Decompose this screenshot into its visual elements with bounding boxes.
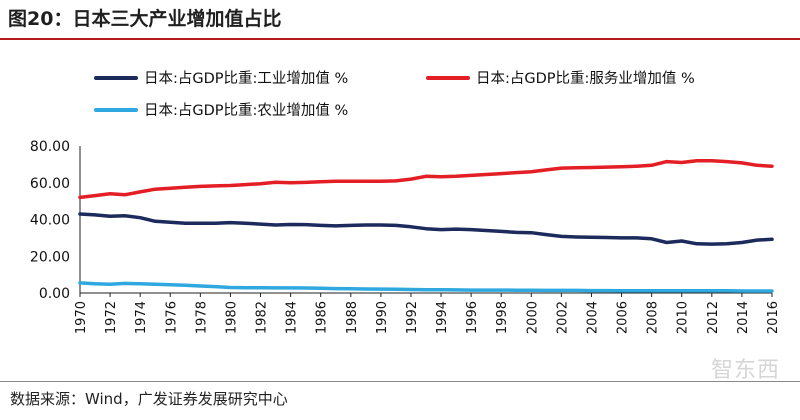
chart-title: 图20：日本三大产业增加值占比 — [8, 8, 282, 30]
x-tick-label: 2000 — [525, 301, 540, 334]
x-tick-label: 2002 — [555, 301, 570, 334]
line-chart: 日本:占GDP比重:工业增加值 % 日本:占GDP比重:服务业增加值 % 日本:占G… — [30, 70, 781, 334]
x-tick-label: 1976 — [164, 301, 179, 334]
x-tick-label: 1970 — [74, 301, 89, 334]
x-tick-label: 2008 — [646, 301, 661, 334]
y-tick-label: 0.00 — [39, 286, 70, 302]
x-tick-label: 2010 — [676, 301, 691, 334]
legend: 日本:占GDP比重:工业增加值 % 日本:占GDP比重:服务业增加值 % 日本:占G… — [94, 70, 695, 119]
x-tick-label: 1984 — [285, 301, 300, 334]
series-lines — [78, 158, 774, 293]
x-tick-label: 1974 — [134, 301, 149, 334]
x-axis: 1970 1972 1974 1976 1978 1980 1982 1984 1986 1988… — [74, 292, 781, 334]
x-tick-label: 1988 — [345, 301, 360, 334]
series-line-1 — [78, 158, 774, 200]
source-note: 数据来源：Wind，广发证券发展研究中心 — [10, 390, 288, 408]
title-divider — [0, 38, 800, 40]
x-tick-label: 1998 — [495, 301, 510, 334]
x-tick-label: 1990 — [375, 301, 390, 334]
legend-label: 日本:占GDP比重:服务业增加值 % — [476, 70, 695, 87]
x-tick-label: 2004 — [585, 301, 600, 334]
source-divider — [0, 381, 800, 382]
series-line-0 — [78, 212, 774, 246]
x-tick-label: 1978 — [194, 301, 209, 334]
watermark-logo: 智东西 — [710, 358, 780, 383]
y-tick-label: 20.00 — [30, 249, 70, 265]
legend-label: 日本:占GDP比重:农业增加值 % — [144, 102, 348, 119]
x-tick-label: 1994 — [435, 301, 450, 334]
x-tick-label: 1986 — [315, 301, 330, 334]
y-tick-label: 60.00 — [30, 176, 70, 192]
y-tick-label: 80.00 — [30, 139, 70, 155]
x-tick-label: 1992 — [405, 301, 420, 334]
x-tick-label: 2016 — [766, 301, 781, 334]
y-tick-label: 40.00 — [30, 213, 70, 229]
x-tick-label: 2014 — [736, 301, 751, 334]
x-tick-label: 2012 — [706, 301, 721, 334]
x-tick-label: 1972 — [104, 301, 119, 334]
x-tick-label: 1996 — [465, 301, 480, 334]
x-tick-label: 2006 — [616, 301, 631, 334]
x-tick-label: 1982 — [255, 301, 270, 334]
y-axis: 0.00 20.00 40.00 60.00 80.00 — [30, 139, 81, 302]
series-line-2 — [78, 281, 774, 293]
legend-label: 日本:占GDP比重:工业增加值 % — [144, 70, 348, 87]
x-tick-label: 1980 — [224, 301, 239, 334]
